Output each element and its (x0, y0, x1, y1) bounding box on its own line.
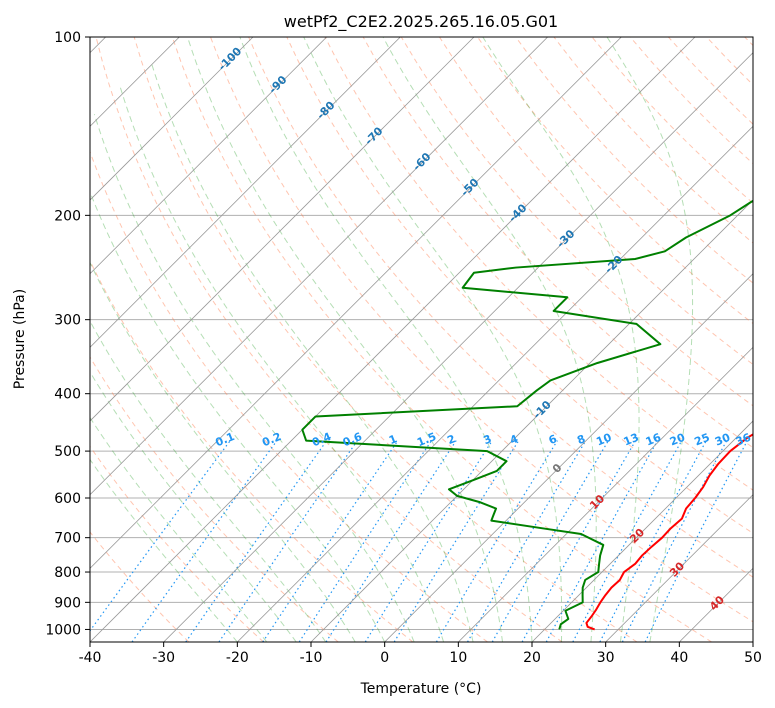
x-tick-label: 20 (523, 650, 541, 666)
chart-title: wetPf2_C2E2.2025.265.16.05.G01 (284, 12, 558, 32)
moist-adiabat (90, 320, 327, 642)
skewed-isotherm (531, 420, 753, 642)
mixing-ratio-line (572, 440, 683, 642)
x-tick-label: 50 (744, 650, 762, 666)
moist-adiabat (303, 37, 563, 642)
y-tick-label: 400 (54, 387, 81, 403)
series-line-temperature (585, 433, 753, 631)
skewed-isotherm (90, 37, 622, 569)
moist-adiabat (90, 371, 297, 642)
y-tick-label: 500 (54, 444, 81, 460)
mixing-ratio-line (185, 440, 328, 642)
dry-adiabat (90, 531, 190, 642)
moist-adiabat (118, 83, 445, 642)
dry-adiabat (439, 37, 753, 366)
y-tick-label: 100 (54, 30, 81, 46)
y-tick-label: 900 (54, 595, 81, 611)
x-tick-label: 10 (449, 650, 467, 666)
mixing-ratio-label: 30 (713, 431, 732, 449)
mixing-ratio-line (644, 440, 748, 642)
mixing-ratio-line (621, 440, 728, 642)
y-tick-label: 600 (54, 491, 81, 507)
moist-adiabat (93, 114, 415, 642)
y-axis-title: Pressure (hPa) (12, 289, 28, 389)
skewed-isotherm (90, 37, 475, 422)
mixing-ratio-line (521, 440, 637, 642)
mixing-ratio-line (393, 440, 520, 642)
dry-adiabat (171, 37, 712, 642)
skewed-isotherm (163, 52, 753, 642)
y-tick-label: 300 (54, 313, 81, 329)
x-tick-label: 0 (380, 650, 389, 666)
x-tick-label: -20 (226, 650, 249, 666)
moist-adiabat (150, 61, 474, 642)
series-line-dewpoint (301, 199, 753, 630)
mixing-ratio-line (545, 440, 659, 642)
y-tick-label: 1000 (45, 622, 81, 638)
dry-adiabat (90, 150, 488, 642)
pressure-grid (90, 37, 753, 630)
skewed-isotherm (90, 37, 401, 348)
moist-adiabat (482, 37, 640, 642)
skewed-isotherm (90, 37, 696, 642)
mixing-ratio-label: 36 (734, 431, 753, 449)
moist-adiabat (606, 37, 694, 642)
mixing-ratio-label: 1 (387, 432, 399, 447)
x-tick-label: -40 (79, 650, 102, 666)
skewed-isotherm (458, 346, 753, 642)
mixing-ratio-label: 13 (622, 431, 641, 449)
x-tick-label: 30 (597, 650, 615, 666)
sounding-series (301, 199, 753, 631)
x-tick-label: -30 (152, 650, 175, 666)
y-axis-ticks: 100 200 300 400 500 600 700 800 900 1000 (45, 30, 90, 638)
mixing-ratio-line (435, 440, 558, 642)
plot-area: -100-90-80-70-60-50-40-30-20-10010203040… (90, 37, 753, 642)
moist-adiabat (90, 190, 386, 642)
moist-adiabat (382, 37, 597, 642)
dry-adiabat (248, 37, 753, 578)
mixing-ratio-label: 2 (445, 432, 457, 447)
mixing-ratio-line (599, 440, 707, 642)
mixing-ratio-line (364, 440, 493, 642)
dry-adiabat (90, 445, 264, 642)
mixing-ratio-label: 8 (575, 432, 587, 447)
x-axis-ticks: -40 -30 -20 -10 0 10 20 30 40 50 (79, 642, 762, 666)
y-tick-label: 200 (54, 208, 81, 224)
mixing-ratio-label: 25 (693, 431, 712, 449)
dry-adiabat (95, 37, 563, 642)
mixing-ratio-label: 10 (594, 431, 613, 449)
moist-adiabat (239, 37, 533, 642)
y-tick-label: 700 (54, 531, 81, 547)
mixing-ratio-label: 20 (668, 431, 687, 449)
skewed-isotherm (90, 37, 548, 496)
skewed-isotherm (310, 199, 753, 642)
x-tick-label: -10 (300, 650, 323, 666)
skewed-isotherm (237, 125, 753, 642)
skewed-isotherm (384, 273, 753, 642)
mixing-ratio-line (131, 440, 278, 642)
x-axis-title: Temperature (°C) (360, 681, 482, 697)
plot-frame (89, 36, 754, 643)
skewed-isotherm (605, 494, 753, 642)
mixing-ratio-line (298, 440, 432, 642)
dry-adiabat (515, 37, 753, 284)
mixing-ratio-label: 3 (481, 432, 493, 447)
mixing-ratio-label: 16 (644, 431, 663, 449)
moist-adiabat (90, 416, 268, 642)
x-tick-label: 40 (670, 650, 688, 666)
mixing-ratio-lines (90, 440, 748, 642)
y-tick-label: 800 (54, 565, 81, 581)
dry-adiabat (133, 37, 638, 642)
moist-adiabats (90, 37, 694, 642)
skewed-isotherm (90, 37, 327, 275)
skewed-isotherms (90, 37, 753, 642)
dry-adiabat (400, 37, 753, 407)
mixing-ratio-line (466, 440, 587, 642)
dry-adiabat (210, 37, 753, 623)
mixing-ratio-line (491, 440, 609, 642)
skewed-isotherm (90, 37, 254, 201)
moist-adiabat (90, 261, 356, 642)
